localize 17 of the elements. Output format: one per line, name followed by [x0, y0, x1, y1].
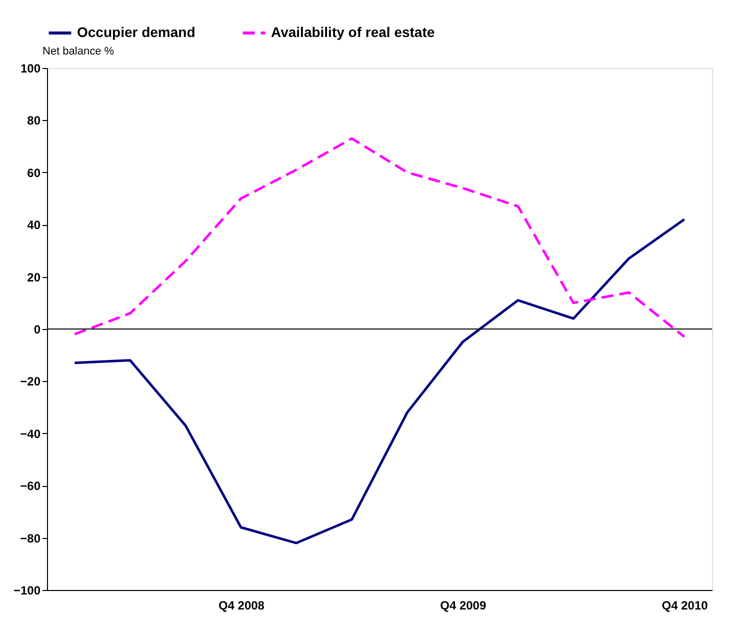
x-tick-label: Q4 2009 [440, 598, 486, 612]
legend-label: Occupier demand [77, 24, 196, 40]
y-tick-label: 100 [20, 62, 41, 76]
y-tick-label: 20 [27, 270, 41, 284]
y-tick-label: −60 [20, 479, 41, 494]
y-tick-label: −20 [20, 374, 41, 389]
y-tick-label: −40 [20, 426, 41, 441]
y-tick-label: 40 [27, 218, 41, 232]
x-tick-label: Q4 2010 [662, 598, 708, 612]
y-axis-title: Net balance % [42, 46, 114, 58]
x-tick-label: Q4 2008 [218, 598, 265, 612]
y-tick-label: 0 [34, 322, 41, 336]
y-tick-label: −100 [13, 584, 41, 598]
y-tick-label: −80 [20, 531, 41, 546]
y-tick-label: 80 [27, 114, 41, 128]
legend-label: Availability of real estate [271, 24, 435, 40]
y-tick-label: 60 [27, 166, 41, 180]
